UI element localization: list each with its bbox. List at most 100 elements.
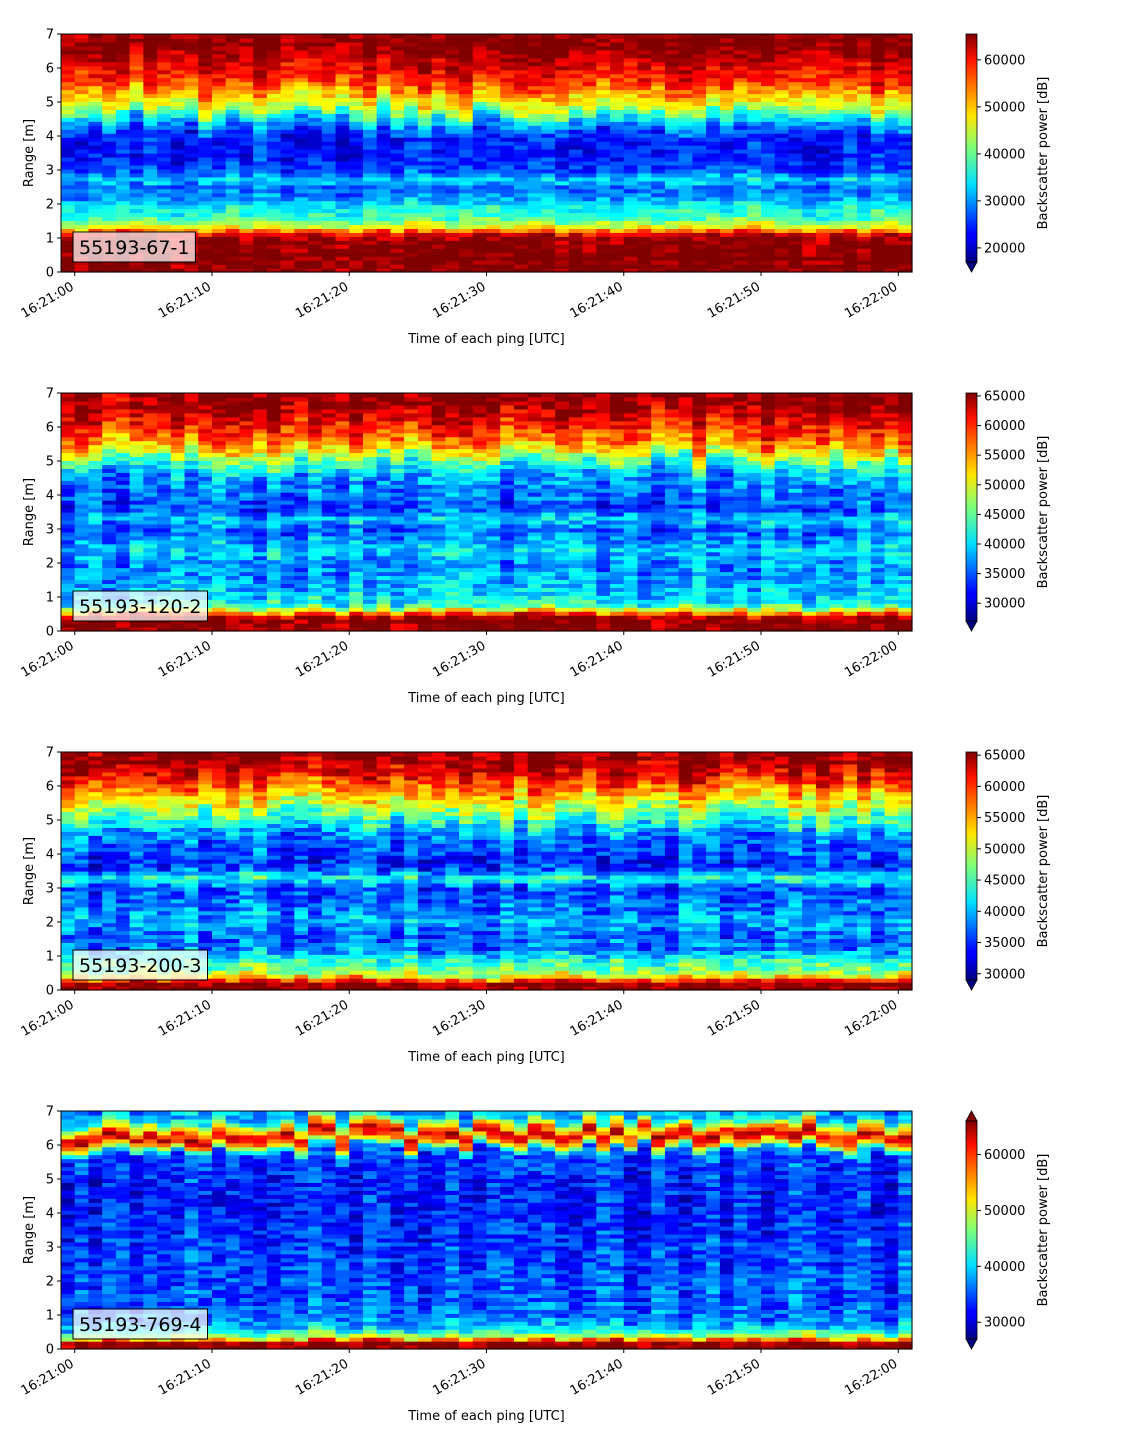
heatmap-cell: [569, 70, 583, 75]
heatmap-cell: [418, 141, 432, 146]
heatmap-cell: [692, 125, 706, 130]
heatmap-cell: [898, 161, 912, 166]
heatmap-cell: [637, 38, 651, 43]
heatmap-cell: [500, 82, 514, 87]
heatmap-cell: [857, 213, 871, 218]
heatmap-cell: [487, 205, 501, 210]
heatmap-cell: [802, 260, 816, 265]
heatmap-cell: [212, 472, 226, 477]
heatmap-cell: [898, 133, 912, 138]
heatmap-cell: [459, 90, 473, 95]
heatmap-cell: [583, 129, 597, 134]
heatmap-cell: [377, 228, 391, 233]
heatmap-cell: [445, 244, 459, 249]
heatmap-cell: [253, 583, 267, 588]
heatmap-cell: [555, 141, 569, 146]
heatmap-cell: [871, 185, 885, 190]
heatmap-cell: [185, 441, 199, 446]
heatmap-cell: [651, 34, 665, 39]
heatmap-cell: [885, 125, 899, 130]
x-tick-label: 16:21:30: [430, 279, 488, 321]
heatmap-cell: [308, 260, 322, 265]
heatmap-cell: [487, 50, 501, 55]
heatmap-cell: [157, 425, 171, 430]
heatmap-cell: [267, 189, 281, 194]
heatmap-cell: [816, 101, 830, 106]
heatmap-cell: [775, 161, 789, 166]
heatmap-cell: [432, 260, 446, 265]
heatmap-cell: [198, 54, 212, 59]
heatmap-cell: [775, 66, 789, 71]
heatmap-cell: [390, 74, 404, 79]
heatmap-cell: [267, 161, 281, 166]
heatmap-cell: [75, 540, 89, 545]
heatmap-cell: [308, 157, 322, 162]
heatmap-cell: [267, 252, 281, 257]
heatmap-cell: [514, 169, 528, 174]
heatmap-cell: [61, 472, 75, 477]
heatmap-cell: [363, 66, 377, 71]
heatmap-cell: [541, 153, 555, 158]
heatmap-cell: [473, 236, 487, 241]
heatmap-cell: [692, 86, 706, 91]
heatmap-cell: [281, 189, 295, 194]
heatmap-cell: [830, 169, 844, 174]
heatmap-cell: [212, 421, 226, 426]
heatmap-cell: [116, 508, 130, 513]
heatmap-cell: [583, 97, 597, 102]
heatmap-cell: [885, 121, 899, 126]
heatmap-cell: [555, 197, 569, 202]
heatmap-cell: [157, 97, 171, 102]
heatmap-cell: [253, 421, 267, 426]
colorbar-label: Backscatter power [dB]: [1036, 77, 1051, 230]
heatmap-cell: [692, 228, 706, 233]
heatmap-cell: [596, 121, 610, 126]
heatmap-cell: [185, 460, 199, 465]
heatmap-cell: [349, 42, 363, 47]
heatmap-cell: [143, 161, 157, 166]
heatmap-cell: [322, 46, 336, 51]
heatmap-cell: [555, 236, 569, 241]
heatmap-cell: [898, 66, 912, 71]
heatmap-cell: [679, 133, 693, 138]
heatmap-cell: [281, 603, 295, 608]
heatmap-cell: [75, 153, 89, 158]
heatmap-cell: [788, 197, 802, 202]
heatmap-cell: [679, 153, 693, 158]
heatmap-cell: [583, 109, 597, 114]
heatmap-cell: [102, 421, 116, 426]
heatmap-cell: [761, 256, 775, 261]
heatmap-cell: [116, 145, 130, 150]
heatmap-cell: [404, 141, 418, 146]
heatmap-cell: [473, 117, 487, 122]
heatmap-cell: [267, 591, 281, 596]
heatmap-cell: [102, 540, 116, 545]
heatmap-cell: [898, 42, 912, 47]
heatmap-cell: [102, 544, 116, 549]
heatmap-cell: [404, 149, 418, 154]
heatmap-cell: [143, 583, 157, 588]
heatmap-cell: [706, 34, 720, 39]
heatmap-cell: [322, 492, 336, 497]
heatmap-cell: [281, 125, 295, 130]
heatmap-cell: [679, 58, 693, 63]
heatmap-cell: [528, 105, 542, 110]
heatmap-cell: [555, 220, 569, 225]
heatmap-cell: [541, 113, 555, 118]
heatmap-cell: [514, 236, 528, 241]
heatmap-cell: [555, 228, 569, 233]
heatmap-cell: [267, 464, 281, 469]
heatmap-cell: [898, 82, 912, 87]
heatmap-cell: [267, 86, 281, 91]
heatmap-cell: [239, 413, 253, 418]
heatmap-cell: [596, 205, 610, 210]
heatmap-cell: [157, 165, 171, 170]
heatmap-cell: [761, 232, 775, 237]
heatmap-cell: [692, 129, 706, 134]
heatmap-cell: [226, 536, 240, 541]
heatmap-cell: [871, 113, 885, 118]
heatmap-cell: [239, 397, 253, 402]
heatmap-cell: [143, 185, 157, 190]
heatmap-cell: [624, 86, 638, 91]
heatmap-cell: [185, 209, 199, 214]
